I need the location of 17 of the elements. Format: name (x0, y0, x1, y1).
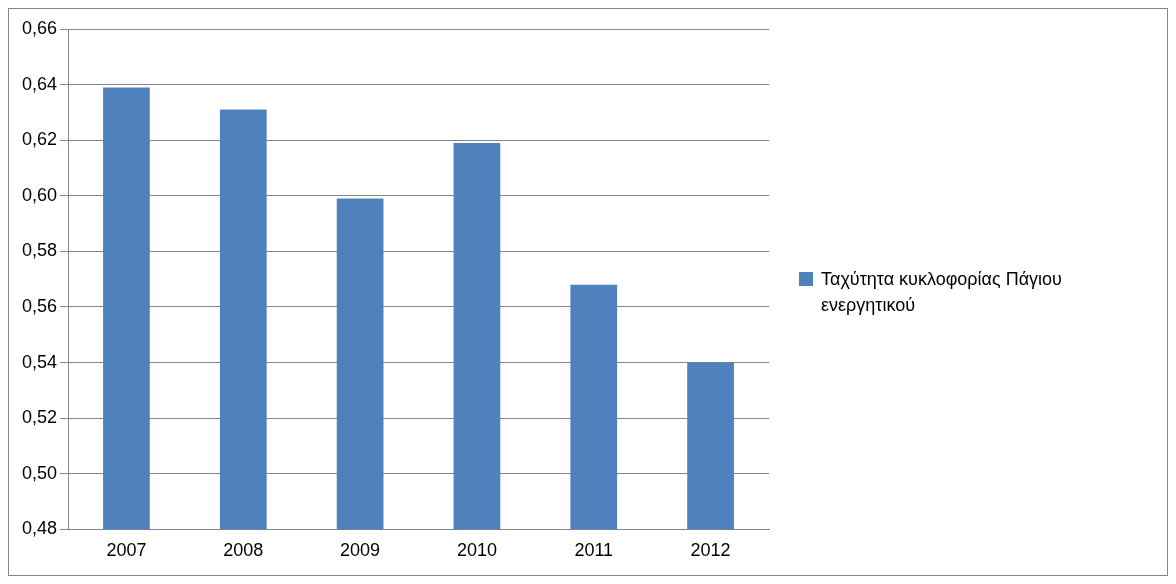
y-tick-label: 0,52 (21, 407, 58, 428)
x-tick-label: 2012 (690, 540, 731, 561)
y-tick-label: 0,58 (21, 240, 58, 261)
y-tick-label: 0,56 (21, 295, 58, 316)
y-tick-label: 0,66 (21, 17, 58, 38)
y-tick-label: 0,50 (21, 462, 58, 483)
x-tick-label: 2009 (340, 540, 381, 561)
x-tick-label: 2011 (574, 540, 614, 561)
x-tick-label: 2010 (456, 540, 497, 561)
y-tick-label: 0,54 (21, 351, 58, 372)
y-tick-label: 0,60 (21, 184, 58, 205)
y-tick-label: 0,62 (21, 129, 58, 150)
y-tick-label: 0,64 (21, 73, 58, 94)
y-tick-label: 0,48 (21, 518, 58, 539)
legend-label: Ταχύτητα κυκλοφορίας Πάγιου ενεργητικού (821, 268, 1063, 317)
x-tick-label: 2007 (106, 540, 147, 561)
x-tick-label: 2008 (223, 540, 264, 561)
